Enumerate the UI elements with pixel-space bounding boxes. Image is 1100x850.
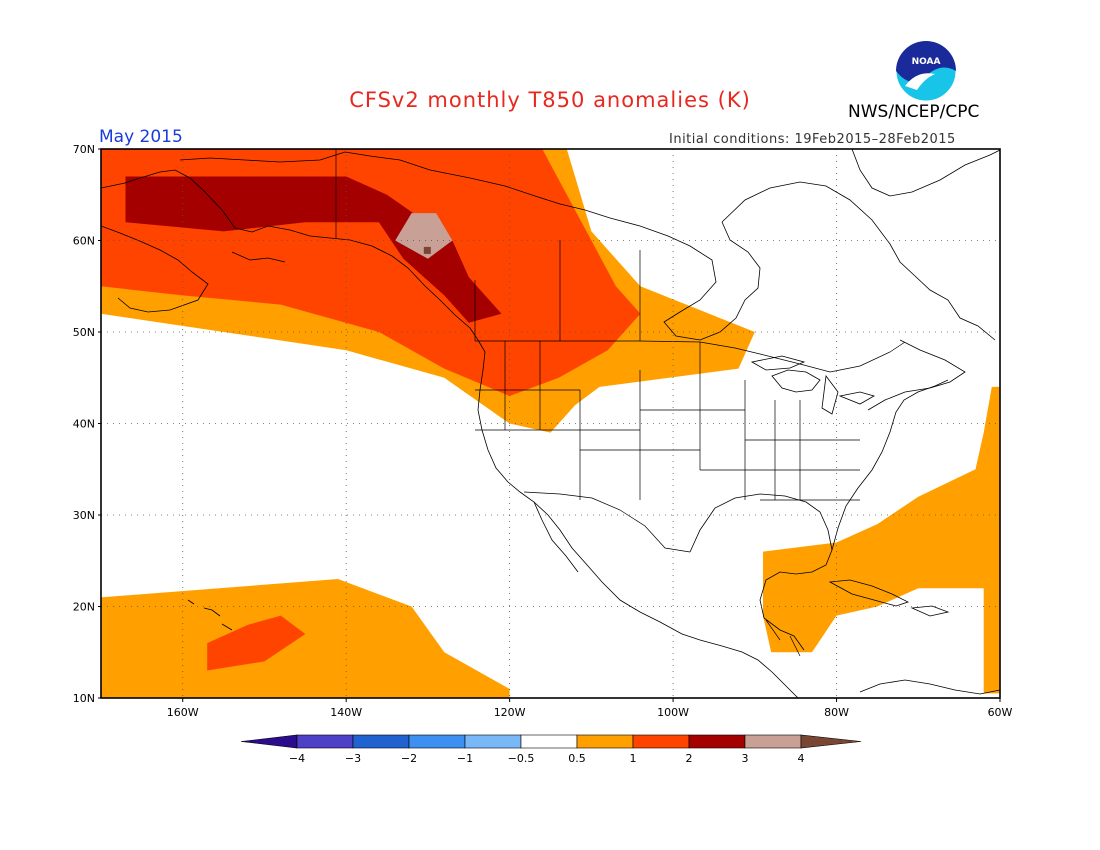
colorbar-swatch-1 <box>296 734 354 749</box>
lon-label-160W: 160W <box>167 706 199 719</box>
colorbar-label-7: 2 <box>686 752 693 765</box>
lon-label-120W: 120W <box>494 706 526 719</box>
anomaly-region-6 <box>632 432 649 451</box>
colorbar-label-4: −0.5 <box>508 752 535 765</box>
colorbar-label-6: 1 <box>630 752 637 765</box>
lat-label-60N: 60N <box>73 235 95 248</box>
colorbar-label-0: −4 <box>289 752 305 765</box>
lat-label-40N: 40N <box>73 418 95 431</box>
lat-label-70N: 70N <box>73 143 95 156</box>
colorbar-swatch-9 <box>744 734 802 749</box>
map-title: CFSv2 monthly T850 anomalies (K) <box>349 88 751 112</box>
latitude-labels: 70N 60N 50N 40N 30N 20N 10N <box>73 143 101 705</box>
anomaly-region-10 <box>763 386 1000 694</box>
coastlines <box>101 149 1000 698</box>
anomaly-shading <box>101 149 1000 698</box>
lon-label-100W: 100W <box>657 706 689 719</box>
colorbar-swatch-4 <box>464 734 522 749</box>
colorbar-label-2: −2 <box>401 752 417 765</box>
colorbar-swatch-6 <box>576 734 634 749</box>
agency-label: NWS/NCEP/CPC <box>848 102 980 122</box>
lon-label-80W: 80W <box>824 706 849 719</box>
colorbar-arrow-low <box>240 734 298 749</box>
colorbar-label-1: −3 <box>345 752 361 765</box>
colorbar-swatch-5 <box>520 734 578 749</box>
colorbar-swatch-3 <box>408 734 466 749</box>
colorbar-label-8: 3 <box>742 752 749 765</box>
anomaly-peak-cell <box>423 246 431 254</box>
month-label: May 2015 <box>99 127 183 147</box>
noaa-logo: NOAA <box>895 40 957 102</box>
colorbar-swatch-2 <box>352 734 410 749</box>
lon-label-60W: 60W <box>988 706 1013 719</box>
colorbar-label-5: 0.5 <box>568 752 586 765</box>
color-legend: −4 −3 −2 −1 −0.5 0.5 1 2 3 4 <box>240 734 862 765</box>
colorbar-label-3: −1 <box>457 752 473 765</box>
colorbar-arrow-high <box>800 734 862 749</box>
anomaly-region-2 <box>125 176 502 323</box>
anomaly-region-4 <box>158 414 298 525</box>
longitude-labels: 160W 140W 120W 100W 80W 60W <box>167 698 1013 719</box>
anomaly-region-7 <box>624 515 649 561</box>
logo-text: NOAA <box>912 57 941 67</box>
colorbar-label-9: 4 <box>798 752 805 765</box>
lat-label-50N: 50N <box>73 326 95 339</box>
colorbar-swatch-7 <box>632 734 690 749</box>
lat-label-30N: 30N <box>73 509 95 522</box>
anomaly-region-5 <box>591 469 608 497</box>
lat-label-20N: 20N <box>73 601 95 614</box>
lat-label-10N: 10N <box>73 692 95 705</box>
anomaly-region-9 <box>207 615 306 671</box>
initial-conditions-label: Initial conditions: 19Feb2015–28Feb2015 <box>669 132 956 147</box>
lon-label-140W: 140W <box>330 706 362 719</box>
anomaly-region-8 <box>101 579 510 698</box>
political-borders <box>335 149 906 657</box>
anomaly-region-3 <box>395 213 453 259</box>
colorbar-swatch-8 <box>688 734 746 749</box>
